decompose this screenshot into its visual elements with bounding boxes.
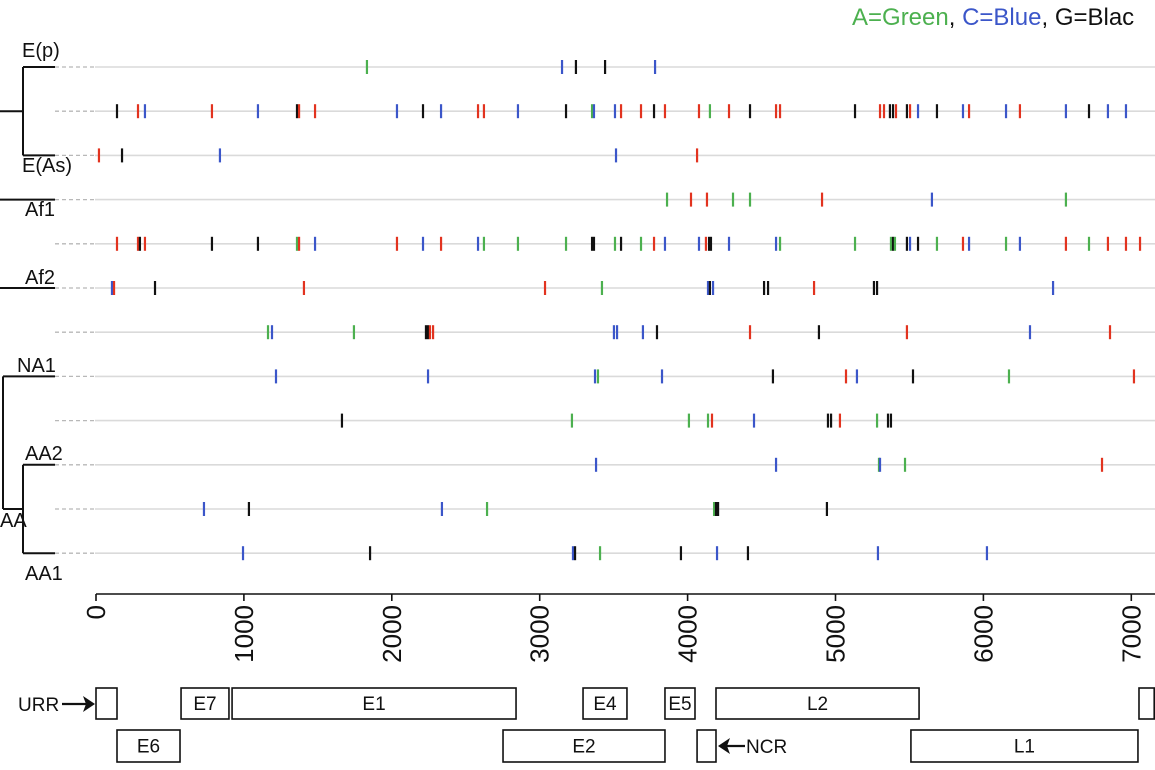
tree-label-af1: Af1	[25, 199, 55, 221]
legend-item-black: G=Blac	[1055, 4, 1134, 31]
tree-label-aa1: AA1	[25, 563, 63, 585]
variant-row	[55, 148, 1155, 163]
tree-label-aa2: AA2	[25, 443, 63, 465]
ncr-label: NCR	[746, 737, 787, 758]
legend-separator: ,	[1041, 4, 1054, 31]
variant-row	[55, 192, 1155, 207]
x-tick-label: 1000	[229, 605, 259, 663]
gene-box	[180, 687, 230, 720]
gene-label: E2	[572, 737, 595, 758]
variant-row	[55, 457, 1155, 472]
variant-row	[55, 413, 1155, 428]
x-tick-label: 0	[81, 605, 111, 619]
variant-row	[55, 60, 1155, 74]
legend-separator: ,	[949, 4, 962, 31]
phylogenetic-tree: E(p) E(As) Af1 Af2 NA1 AA2 AA AA1	[0, 40, 72, 585]
x-tick-label: 7000	[1116, 605, 1146, 663]
variant-row	[55, 546, 1155, 561]
color-legend: A=Green, C=Blue, G=Blac	[852, 4, 1134, 31]
tree-label-eas: E(As)	[22, 155, 72, 177]
x-tick-label: 2000	[377, 605, 407, 663]
legend-item-blue: C=Blue	[962, 4, 1041, 31]
gene-label: E6	[137, 737, 160, 758]
tree-label-na1: NA1	[17, 355, 56, 377]
gene-box	[910, 729, 1139, 763]
legend-item-green: A=Green	[852, 4, 949, 31]
x-axis: 0 1000 2000 3000 4000 5000 6000 7000	[81, 593, 1155, 663]
gene-label: E7	[193, 694, 216, 715]
tree-label-aa: AA	[0, 510, 27, 532]
gene-box	[664, 687, 696, 720]
gene-map: URR NCR E7 E1 E4 E5 L2 E6 E2 L1	[18, 687, 1155, 763]
ncr-arrow-icon	[718, 738, 730, 754]
gene-box	[1138, 687, 1155, 720]
x-tick-label: 3000	[525, 605, 555, 663]
gene-label: E1	[362, 694, 385, 715]
variant-row	[55, 502, 1155, 516]
tree-label-ep: E(p)	[22, 40, 60, 62]
urr-label: URR	[18, 695, 59, 716]
variant-row	[55, 104, 1155, 119]
variant-row	[55, 369, 1155, 384]
urr-arrow-icon	[83, 696, 95, 712]
variant-row	[55, 325, 1155, 340]
gene-label: E5	[668, 694, 691, 715]
x-tick-label: 5000	[821, 605, 851, 663]
gene-box	[696, 729, 717, 763]
gene-box	[95, 687, 118, 720]
variant-row	[55, 236, 1155, 251]
gene-box	[231, 687, 517, 720]
gene-box	[502, 729, 666, 763]
gene-box	[116, 729, 181, 763]
gene-label: L1	[1014, 737, 1035, 758]
gene-box	[715, 687, 920, 720]
x-tick-label: 4000	[673, 605, 703, 663]
variant-row	[55, 281, 1155, 295]
x-tick-label: 6000	[968, 605, 998, 663]
gene-label: E4	[593, 694, 617, 715]
gene-box	[582, 687, 628, 720]
tree-label-af2: Af2	[25, 267, 55, 289]
gene-label: L2	[807, 694, 828, 715]
variant-rows	[55, 60, 1155, 561]
